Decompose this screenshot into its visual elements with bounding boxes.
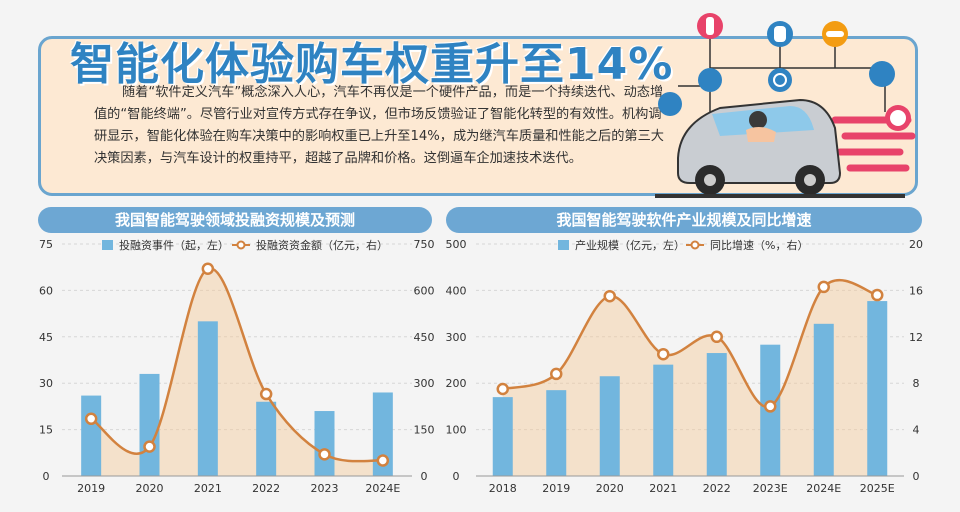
line-point [710,330,723,344]
line-point [817,280,830,294]
series-line [502,279,878,409]
bar [372,392,393,476]
line-point [496,382,509,396]
y-right-tick-label: 4 [913,424,920,437]
speed-lines [831,116,916,172]
y-left-tick-label: 300 [446,331,467,344]
bar [599,376,620,476]
x-tick-label: 2023 [311,482,339,495]
x-tick-label: 2021 [649,482,677,495]
line-point [871,288,884,302]
bar [139,373,160,476]
ground-line [655,194,905,198]
bar [867,301,888,476]
y-right-tick-label: 600 [414,284,435,297]
line-point [376,454,390,467]
line-point [259,387,273,401]
y-left-tick-label: 60 [39,284,53,297]
y-right-tick-label: 16 [909,284,923,297]
x-tick-label: 2020 [596,482,624,495]
line-point [764,400,777,413]
y-left-tick-label: 30 [39,377,53,390]
y-right-tick-label: 8 [913,377,920,390]
y-left-tick-label: 75 [39,238,53,251]
y-left-tick-label: 0 [43,470,50,483]
car-front-icon [869,61,895,87]
legend-bar-label: 投融资事件（起，左） [119,238,229,252]
legend-bar-swatch [558,240,569,250]
y-left-tick-label: 500 [446,238,467,251]
line-point [603,289,616,303]
legend-line-label: 同比增速（%，右） [710,238,808,252]
bar [81,395,102,476]
parking-icon [698,68,722,92]
y-right-tick-label: 12 [909,331,923,344]
legend-bar-swatch [102,240,113,250]
x-tick-label: 2019 [542,482,570,495]
line-area [91,268,383,476]
steering-wheel-icon [768,68,792,92]
bar [256,401,277,476]
y-left-tick-label: 200 [446,377,467,390]
intro-text: 随着“软件定义汽车”概念深入人心，汽车不再仅是一个硬件产品，而是一个持续迭代、动… [94,85,664,166]
x-tick-label: 2018 [489,482,517,495]
x-tick-label: 2021 [194,482,222,495]
line-point [84,412,98,426]
line-point [657,347,670,361]
x-tick-label: 2025E [860,482,895,495]
y-left-tick-label: 0 [453,470,460,483]
bar [706,353,727,476]
sensor-icon [658,92,682,116]
legend-line-marker [690,240,700,250]
bar [813,323,834,476]
bar [197,321,218,476]
x-tick-label: 2022 [703,482,731,495]
y-left-tick-label: 400 [446,284,467,297]
chart-title-software: 我国智能驾驶软件产业规模及同比增速 [446,207,922,233]
bar [314,411,335,476]
y-right-tick-label: 450 [414,331,435,344]
chart-title-investment: 我国智能驾驶领域投融资规模及预测 [38,207,432,233]
legend-bar-label: 产业规模（亿元，左） [575,238,685,252]
smart-car-illustration [655,13,916,198]
y-right-tick-label: 750 [414,238,435,251]
bar [492,397,513,476]
bar [653,364,674,476]
x-tick-label: 2020 [136,482,164,495]
line-area [502,280,878,476]
legend-line-marker [236,240,246,250]
x-tick-label: 2019 [77,482,105,495]
car-wheels [695,165,825,195]
line-point [201,262,215,275]
x-tick-label: 2022 [252,482,280,495]
line-point [318,448,331,461]
legend-line-label: 投融资资金额（亿元，右） [256,238,388,252]
car-body [677,98,842,184]
y-right-tick-label: 0 [421,470,428,483]
y-right-tick-label: 0 [913,470,920,483]
line-point [143,440,156,453]
y-left-tick-label: 15 [39,424,53,437]
headline: 智能化体验购车权重升至14% [70,39,674,90]
y-right-tick-label: 20 [909,238,923,251]
x-tick-label: 2024E [806,482,841,495]
line-point [550,367,563,381]
x-tick-label: 2023E [753,482,788,495]
y-left-tick-label: 45 [39,331,53,344]
y-left-tick-label: 100 [446,424,467,437]
y-right-tick-label: 300 [414,377,435,390]
y-right-tick-label: 150 [414,424,435,437]
software-chart: 0 100 200 300 400 500 0 4 8 12 16 20 2018 2019 2020 202… [446,238,924,495]
bar [546,390,567,476]
x-tick-label: 2024E [365,482,400,495]
